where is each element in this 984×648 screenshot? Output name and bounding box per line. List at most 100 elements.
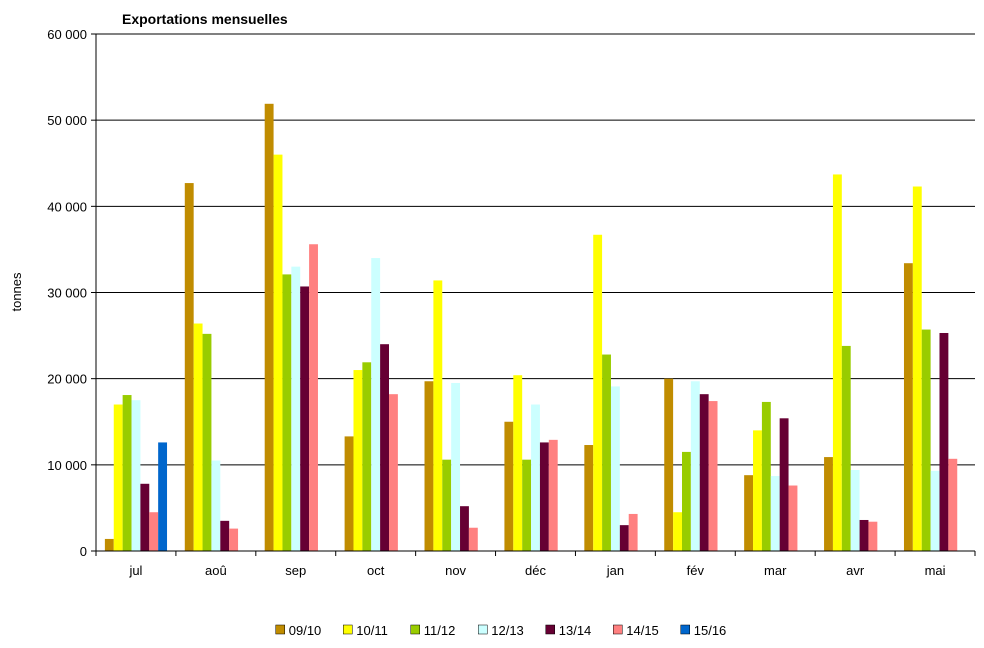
bar <box>300 286 310 551</box>
bar <box>824 457 833 551</box>
bar <box>309 244 318 551</box>
legend-label: 11/12 <box>424 623 456 638</box>
x-axis-ticks: jul aoû sep oct nov déc jan fév mar avr mai <box>95 551 976 578</box>
bar <box>442 459 452 551</box>
bar <box>433 280 443 551</box>
bar <box>264 103 274 552</box>
bar <box>202 333 212 551</box>
bar <box>362 362 372 551</box>
legend-swatch <box>680 624 690 635</box>
bar <box>664 378 674 551</box>
bar <box>628 513 638 551</box>
legend-label: 09/10 <box>289 623 322 638</box>
bar <box>593 234 603 552</box>
legend-label: 13/14 <box>559 623 592 638</box>
bar <box>841 345 851 551</box>
bar <box>424 381 434 551</box>
bar <box>460 506 469 551</box>
legend-swatch <box>613 624 623 635</box>
bar <box>539 442 549 551</box>
x-tick-label: mai <box>925 563 946 578</box>
x-tick-label: nov <box>445 563 466 578</box>
legend-label: 14/15 <box>626 623 659 638</box>
x-tick-label: déc <box>525 563 546 578</box>
bar <box>770 476 780 551</box>
legend-swatch <box>478 624 488 635</box>
y-tick-label: 40 000 <box>47 199 87 214</box>
bar <box>468 527 478 551</box>
bars <box>104 103 958 552</box>
legend-swatch <box>545 624 555 635</box>
x-tick-label: mar <box>764 563 787 578</box>
bar <box>184 183 194 551</box>
bar <box>158 442 168 551</box>
y-tick-label: 20 000 <box>47 372 87 387</box>
y-tick-label: 60 000 <box>47 27 87 42</box>
x-tick-label: fév <box>687 563 705 578</box>
x-tick-label: jan <box>606 563 624 578</box>
x-tick-label: sep <box>285 563 306 578</box>
legend-swatch <box>275 624 285 635</box>
bar <box>699 394 709 551</box>
bar <box>522 459 532 551</box>
y-tick-label: 10 000 <box>47 458 87 473</box>
bar <box>832 174 842 551</box>
x-tick-label: avr <box>846 563 865 578</box>
bar <box>602 354 611 551</box>
bar <box>389 394 398 551</box>
x-tick-label: oct <box>367 563 385 578</box>
y-axis-label: tonnes <box>9 272 24 312</box>
bar <box>131 400 141 551</box>
legend-label: 10/11 <box>356 623 388 638</box>
bar <box>531 404 540 551</box>
bar <box>193 323 203 551</box>
legend-swatch <box>343 624 353 635</box>
legend: 09/10 10/11 11/12 12/13 13/14 14/15 15/16 <box>275 623 727 638</box>
bar <box>744 475 754 551</box>
bar <box>229 528 239 551</box>
y-axis-ticks: 0 10 000 20 000 30 000 40 000 50 000 60 000 <box>47 27 96 559</box>
bar <box>273 154 283 551</box>
bar <box>353 370 363 551</box>
bar <box>371 258 381 551</box>
bar <box>921 329 931 551</box>
bar <box>344 436 354 551</box>
bar <box>682 451 691 551</box>
bar <box>850 470 860 551</box>
legend-swatch <box>410 624 420 635</box>
bar <box>753 430 762 551</box>
bar <box>619 525 629 551</box>
bar <box>513 375 523 551</box>
bar <box>708 401 718 551</box>
y-tick-label: 30 000 <box>47 286 87 301</box>
bar <box>220 520 230 551</box>
bar <box>868 521 878 551</box>
bar <box>149 512 159 551</box>
bar <box>779 418 789 551</box>
bar <box>610 386 620 551</box>
x-tick-label: aoû <box>205 563 227 578</box>
bar <box>761 401 771 551</box>
bar <box>930 470 940 551</box>
bar <box>104 538 114 551</box>
bar <box>903 263 913 551</box>
bar <box>291 266 301 551</box>
bar <box>673 512 682 551</box>
bar <box>939 332 949 551</box>
y-tick-label: 50 000 <box>47 113 87 128</box>
bar <box>948 458 958 551</box>
y-tick-label: 0 <box>80 544 87 559</box>
bar <box>140 483 150 551</box>
bar <box>788 485 798 551</box>
bar <box>113 404 123 551</box>
chart-title: Exportations mensuelles <box>122 11 288 27</box>
bar <box>690 381 700 551</box>
bar <box>211 460 221 551</box>
bar <box>912 186 922 551</box>
bar <box>122 395 132 551</box>
legend-label: 15/16 <box>694 623 727 638</box>
bar <box>548 439 558 551</box>
bar <box>859 519 869 551</box>
bar <box>504 421 514 551</box>
